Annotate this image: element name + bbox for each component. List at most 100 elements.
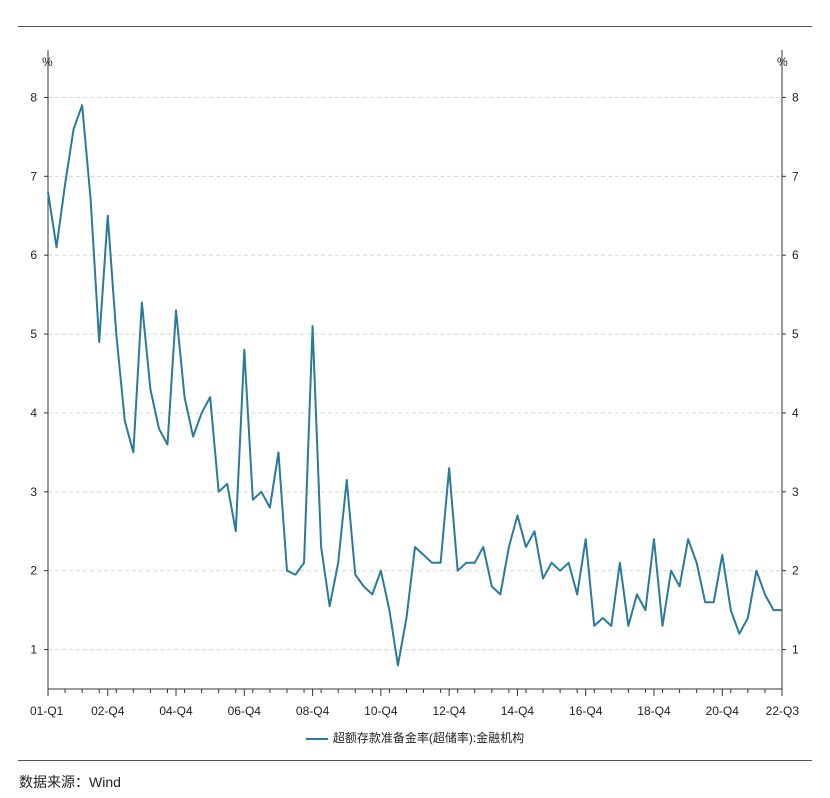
data-point bbox=[559, 569, 561, 571]
bottom-rule bbox=[18, 760, 812, 761]
data-point bbox=[371, 593, 373, 595]
y-axis-unit-left: % bbox=[42, 55, 53, 69]
y-tick-label-right: 3 bbox=[792, 485, 799, 499]
data-point bbox=[738, 633, 740, 635]
data-point bbox=[235, 530, 237, 532]
data-point bbox=[713, 601, 715, 603]
data-point bbox=[363, 585, 365, 587]
x-tick-label: 08-Q4 bbox=[296, 704, 330, 718]
data-point bbox=[602, 617, 604, 619]
data-point bbox=[422, 554, 424, 556]
data-point bbox=[439, 562, 441, 564]
data-point bbox=[414, 546, 416, 548]
data-point bbox=[64, 183, 66, 185]
data-point bbox=[192, 435, 194, 437]
data-point bbox=[166, 443, 168, 445]
data-point bbox=[661, 625, 663, 627]
data-point bbox=[260, 491, 262, 493]
y-tick-label-left: 3 bbox=[30, 485, 37, 499]
data-point bbox=[200, 412, 202, 414]
x-tick-label: 10-Q4 bbox=[364, 704, 398, 718]
data-point bbox=[294, 573, 296, 575]
data-point bbox=[533, 530, 535, 532]
data-point bbox=[687, 538, 689, 540]
data-point bbox=[183, 396, 185, 398]
data-point bbox=[431, 562, 433, 564]
data-point bbox=[81, 104, 83, 106]
data-point bbox=[610, 625, 612, 627]
data-point bbox=[636, 593, 638, 595]
y-tick-label-right: 7 bbox=[792, 169, 799, 183]
source-note: 数据来源：Wind bbox=[19, 774, 121, 790]
data-point bbox=[303, 562, 305, 564]
data-point bbox=[141, 301, 143, 303]
y-tick-label-left: 2 bbox=[30, 564, 37, 578]
data-point bbox=[772, 609, 774, 611]
data-point bbox=[670, 569, 672, 571]
y-tick-label-left: 1 bbox=[30, 643, 37, 657]
x-tick-label: 01-Q1 bbox=[30, 704, 64, 718]
y-tick-label-left: 4 bbox=[30, 406, 37, 420]
data-point bbox=[491, 585, 493, 587]
x-tick-label: 02-Q4 bbox=[91, 704, 125, 718]
y-tick-label-right: 4 bbox=[792, 406, 799, 420]
x-tick-label: 06-Q4 bbox=[228, 704, 262, 718]
data-point bbox=[107, 215, 109, 217]
y-tick-label-left: 7 bbox=[30, 169, 37, 183]
data-point bbox=[277, 451, 279, 453]
y-tick-label-right: 6 bbox=[792, 248, 799, 262]
data-point bbox=[593, 625, 595, 627]
y-tick-label-right: 2 bbox=[792, 564, 799, 578]
data-point bbox=[388, 609, 390, 611]
data-point bbox=[474, 562, 476, 564]
data-point bbox=[542, 577, 544, 579]
data-point bbox=[226, 483, 228, 485]
data-point bbox=[217, 491, 219, 493]
data-point bbox=[55, 246, 57, 248]
data-point bbox=[482, 546, 484, 548]
data-point bbox=[209, 396, 211, 398]
data-point bbox=[98, 341, 100, 343]
data-point bbox=[730, 609, 732, 611]
data-point bbox=[764, 593, 766, 595]
data-point bbox=[158, 428, 160, 430]
data-point bbox=[653, 538, 655, 540]
data-point bbox=[124, 420, 126, 422]
data-point bbox=[89, 199, 91, 201]
data-point bbox=[320, 546, 322, 548]
data-point bbox=[149, 388, 151, 390]
axes bbox=[44, 50, 786, 696]
data-point bbox=[755, 569, 757, 571]
x-tick-labels: 01-Q1 02-Q4 04-Q4 06-Q4 08-Q4 10-Q4 12-Q4 14-Q4… bbox=[30, 704, 799, 718]
data-point bbox=[286, 569, 288, 571]
data-point bbox=[499, 593, 501, 595]
data-point bbox=[678, 585, 680, 587]
data-point bbox=[525, 546, 527, 548]
data-point bbox=[346, 479, 348, 481]
top-rule bbox=[18, 26, 812, 27]
y-tick-label-left: 8 bbox=[30, 90, 37, 104]
x-tick-label: 22-Q3 bbox=[766, 704, 800, 718]
series-line bbox=[47, 104, 782, 667]
data-point bbox=[405, 617, 407, 619]
legend-label: 超额存款准备金率(超储率):金融机构 bbox=[332, 731, 525, 745]
data-point bbox=[337, 562, 339, 564]
x-tick-label: 18-Q4 bbox=[637, 704, 671, 718]
data-point bbox=[47, 191, 49, 193]
x-tick-label: 12-Q4 bbox=[432, 704, 466, 718]
data-point bbox=[328, 605, 330, 607]
x-tick-label: 16-Q4 bbox=[569, 704, 603, 718]
data-point bbox=[781, 609, 783, 611]
data-point bbox=[584, 538, 586, 540]
data-point bbox=[456, 569, 458, 571]
data-point bbox=[252, 499, 254, 501]
data-point bbox=[644, 609, 646, 611]
series-layer bbox=[47, 104, 783, 667]
legend: 超额存款准备金率(超储率):金融机构 bbox=[0, 729, 830, 746]
data-point bbox=[311, 325, 313, 327]
data-point bbox=[576, 593, 578, 595]
legend-swatch bbox=[305, 737, 328, 740]
data-point bbox=[380, 569, 382, 571]
data-point bbox=[516, 514, 518, 516]
